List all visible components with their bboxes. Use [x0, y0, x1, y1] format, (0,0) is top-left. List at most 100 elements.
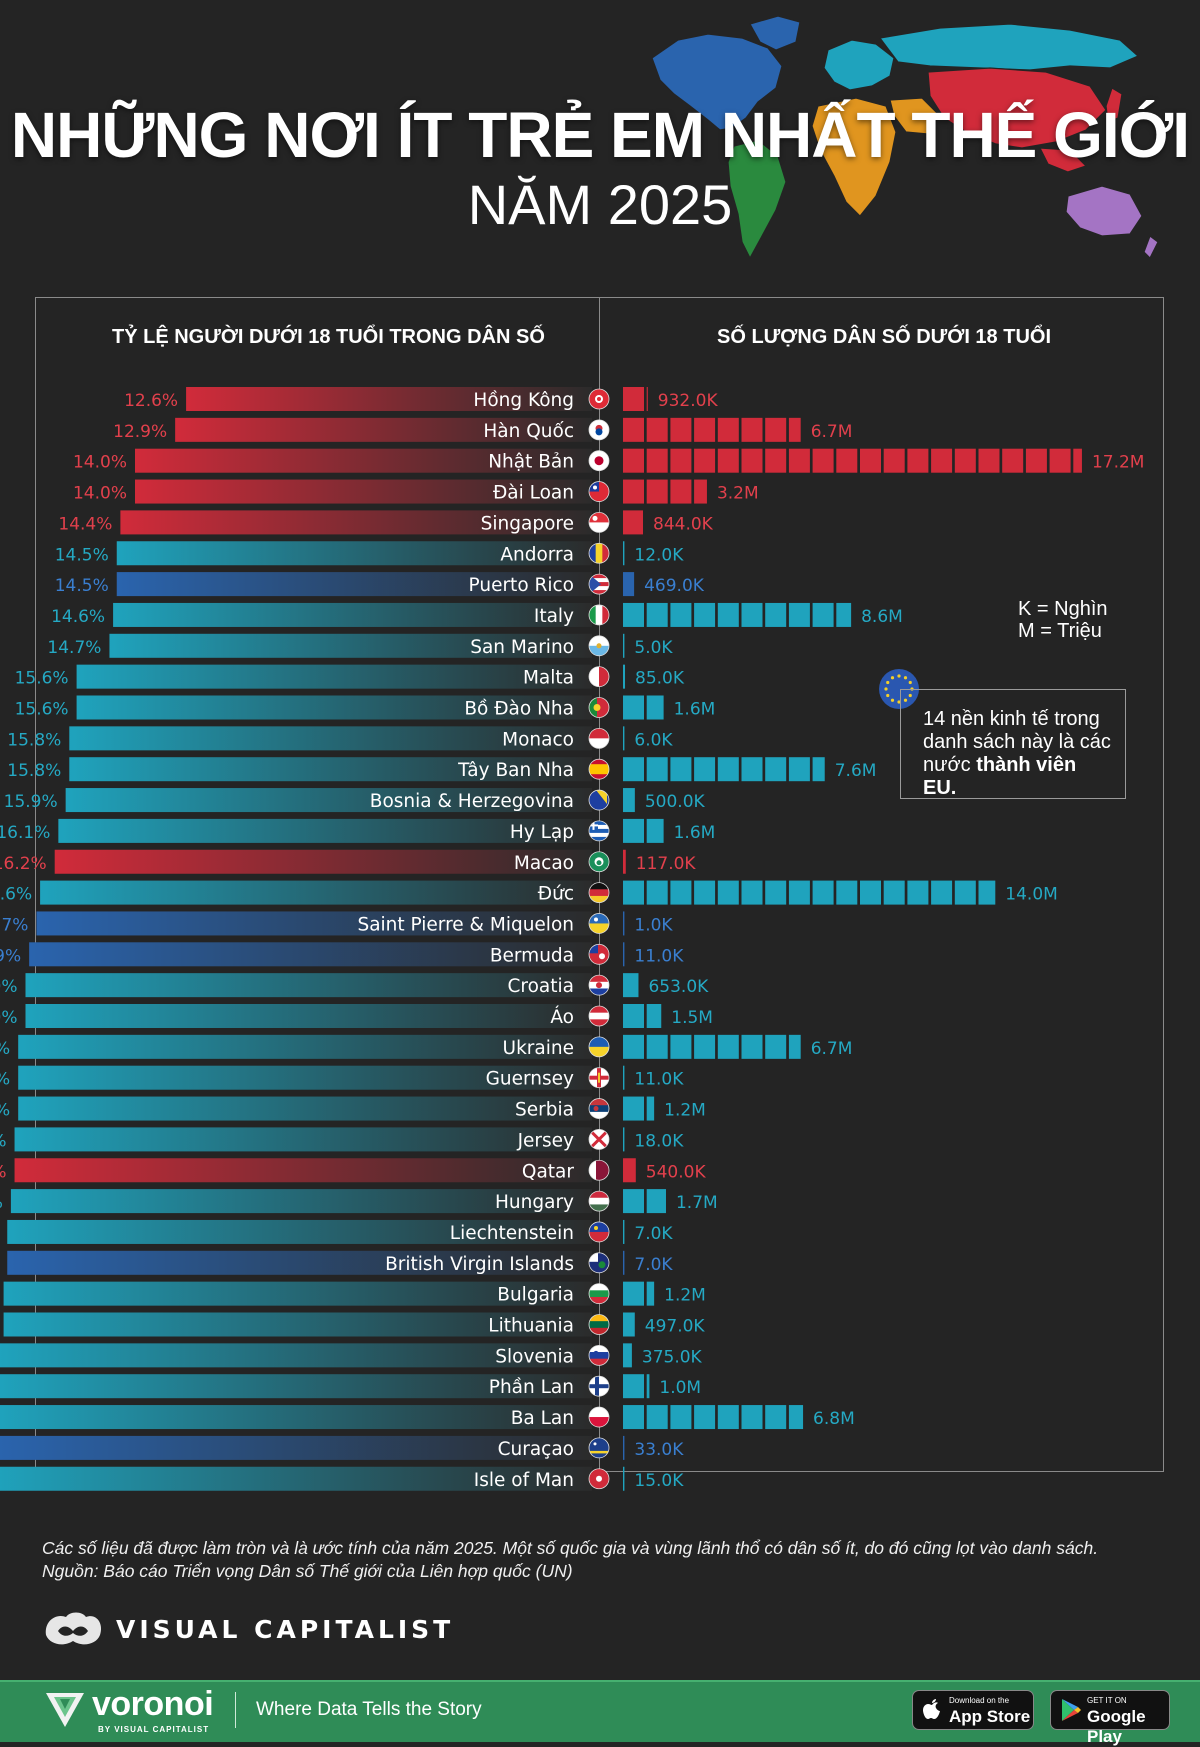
- count-label: 497.0K: [645, 1317, 706, 1337]
- voronoi-byline: BY VISUAL CAPITALIST: [98, 1725, 210, 1734]
- flag-icon-greece: [588, 820, 610, 842]
- unit-legend: K = Nghìn M = Triệu: [1018, 598, 1108, 642]
- country-name: Malta: [523, 668, 574, 689]
- footnote: Các số liệu đã được làm tròn và là ước t…: [42, 1537, 1172, 1583]
- percent-bar: [54, 849, 592, 874]
- map-north-america: [651, 33, 783, 131]
- google-play-button[interactable]: GET IT ON Google Play: [1050, 1690, 1170, 1746]
- percent-bar: [113, 602, 592, 627]
- percent-bar: [76, 695, 593, 720]
- count-bar-segment: [623, 1034, 644, 1059]
- count-bar-segment: [623, 757, 644, 782]
- flag-icon-lithuania: [588, 1314, 610, 1335]
- count-label: 117.0K: [636, 854, 697, 874]
- count-bar-segment: [623, 973, 639, 998]
- count-bar-segment: [623, 1466, 625, 1491]
- flag-icon-hongkong: [588, 388, 610, 410]
- percent-bar: [18, 1065, 592, 1090]
- percent-bar: [116, 541, 592, 566]
- count-bar: [623, 602, 852, 627]
- country-name: Hungary: [495, 1192, 574, 1213]
- count-bar: [623, 1312, 635, 1337]
- page-subtitle: NĂM 2025: [467, 173, 733, 236]
- chart-row: 16.2% Macao 117.0K: [0, 849, 697, 874]
- population-chart: 12.6% Hồng Kông 932.0K 12.9% Hàn Quốc 6.7M 14.…: [0, 387, 1145, 1491]
- flag-icon-ukraine: [588, 1036, 610, 1058]
- count-bar-segment: [623, 572, 635, 597]
- chart-row: 14.0% Đài Loan 3.2M: [73, 479, 759, 504]
- count-bar-segment: [694, 417, 716, 442]
- tagline: Where Data Tells the Story: [256, 1699, 482, 1720]
- count-bar: [623, 1466, 625, 1491]
- count-bar-segment: [623, 1281, 644, 1306]
- count-label: 7.0K: [634, 1255, 673, 1275]
- count-bar-segment: [623, 664, 626, 689]
- count-label: 12.0K: [634, 545, 684, 565]
- country-name: Bồ Đào Nha: [464, 699, 574, 720]
- count-bar-segment: [765, 1405, 787, 1430]
- chart-row: 15.8% Monaco 6.0K: [7, 726, 673, 751]
- chart-row: 15.6% Malta 85.0K: [15, 664, 685, 689]
- map-new-zealand: [1143, 235, 1159, 259]
- percent-label: 12.9%: [113, 422, 167, 442]
- count-bar-segment: [646, 479, 668, 504]
- count-label: 17.2M: [1092, 453, 1145, 473]
- country-name: Hy Lạp: [510, 822, 574, 843]
- country-name: Jersey: [517, 1130, 574, 1151]
- percent-label: 15.8%: [7, 730, 61, 750]
- count-bar: [623, 1065, 625, 1090]
- legend-k: K = Nghìn: [1018, 598, 1108, 620]
- flag-icon-italy: [588, 604, 610, 626]
- count-bar-segment: [623, 695, 644, 720]
- count-label: 844.0K: [653, 514, 714, 534]
- chart-row: 17.2% Serbia 1.2M: [0, 1096, 706, 1121]
- country-name: Đài Loan: [493, 483, 574, 504]
- country-name: Qatar: [522, 1161, 574, 1182]
- count-bar-segment: [623, 880, 644, 905]
- count-bar: [623, 1096, 655, 1121]
- count-bar-segment: [1002, 448, 1024, 473]
- count-label: 6.0K: [634, 730, 673, 750]
- count-bar-segment: [623, 1312, 635, 1337]
- country-name: Singapore: [481, 513, 574, 534]
- count-bar: [623, 541, 625, 566]
- app-store-button[interactable]: Download on the App Store: [912, 1690, 1034, 1730]
- percent-bar: [69, 757, 593, 782]
- percent-bar: [109, 633, 592, 658]
- count-bar-segment: [765, 448, 787, 473]
- count-label: 14.0M: [1005, 885, 1058, 905]
- count-bar: [623, 1281, 655, 1306]
- count-bar-segment: [717, 448, 739, 473]
- count-bar: [623, 788, 635, 813]
- count-bar-segment: [978, 880, 996, 905]
- count-bar-segment: [741, 602, 763, 627]
- count-bar-segment: [670, 1405, 692, 1430]
- flag-icon-japan: [588, 450, 610, 472]
- count-bar-segment: [741, 1034, 763, 1059]
- count-bar: [623, 1127, 625, 1152]
- map-greenland: [749, 15, 801, 51]
- country-name: Monaco: [502, 729, 574, 750]
- count-bar-segment: [623, 1004, 644, 1028]
- country-name: Lithuania: [488, 1316, 574, 1337]
- count-bar: [623, 1189, 666, 1214]
- count-bar-segment: [623, 1250, 625, 1275]
- count-bar-segment: [836, 448, 858, 473]
- count-bar-segment: [646, 1281, 655, 1306]
- count-bar: [623, 664, 626, 689]
- flag-icon-bermuda: [588, 943, 610, 965]
- eu-note-box: 14 nền kinh tế trong danh sách này là cá…: [900, 689, 1126, 799]
- country-name: Ukraine: [503, 1038, 574, 1059]
- percent-label: 17.3%: [0, 1162, 7, 1182]
- percent-bar: [175, 417, 592, 442]
- chart-row: 15.8% Tây Ban Nha 7.6M: [7, 757, 876, 782]
- count-bar-segment: [931, 448, 953, 473]
- count-bar: [623, 1374, 650, 1399]
- percent-bar: [7, 1250, 592, 1275]
